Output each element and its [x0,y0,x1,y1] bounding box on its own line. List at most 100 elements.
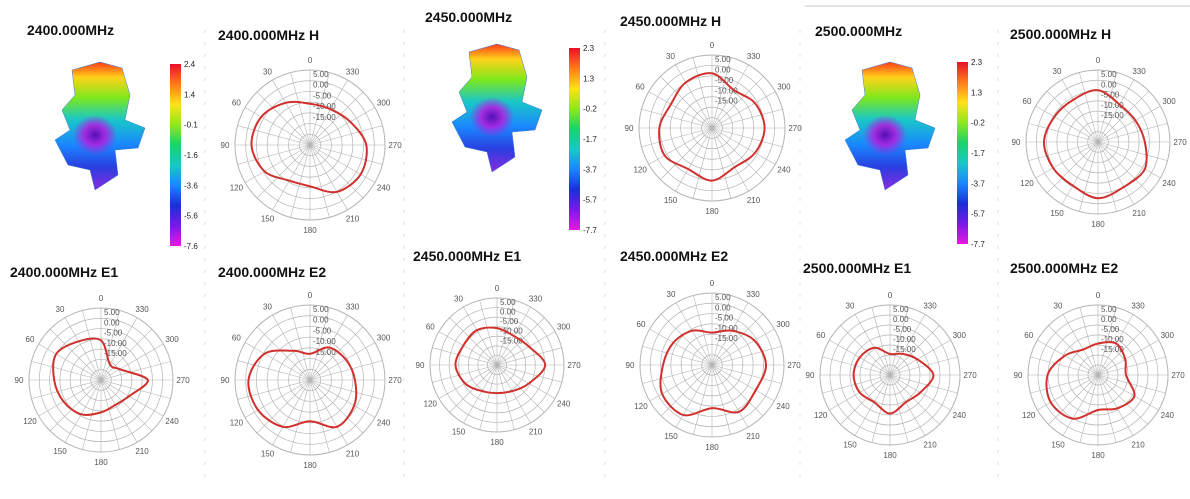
polar-grid-spoke [272,314,311,381]
angle-tick-label: 150 [1051,440,1065,449]
polar-grid-spoke [889,356,958,376]
polar-grid-spoke [449,317,498,366]
polar-grid-spoke [641,127,713,148]
angle-tick-label: 0 [99,294,104,303]
polar-grid-spoke [49,379,102,432]
polar-grid-spoke [309,79,348,146]
polar-grid-spoke [256,379,311,434]
polar-grid-spoke [648,127,713,165]
angle-tick-label: 0 [1096,291,1101,300]
polar-grid-spoke [822,356,891,376]
angle-tick-label: 210 [346,215,360,224]
angle-tick-label: 270 [567,361,581,370]
angle-tick-label: 210 [346,450,360,459]
polar-grid-spoke [1048,325,1099,376]
polar-grid-spoke [100,379,171,399]
angle-tick-label: 210 [747,196,761,205]
radial-tick-label: -5.00 [893,325,912,334]
polar-grid-spoke [1079,374,1099,443]
panel-title: 2500.000MHz E1 [803,260,912,276]
polar-grid-spoke [309,379,364,434]
angle-tick-label: 240 [165,417,179,426]
angle-tick-label: 330 [747,52,761,61]
angle-tick-label: 330 [1131,302,1145,311]
polar-grid-spoke [496,364,556,399]
angle-tick-label: 300 [557,323,571,332]
polar-grid-spoke [711,76,764,129]
angle-tick-label: 210 [135,447,149,456]
polar-grid-spoke [889,339,951,376]
colorbar-tick-label: -5.7 [583,196,597,205]
polar-plot: 03060901201501802102402703003305.000.00-… [221,56,403,235]
angle-tick-label: 30 [263,67,272,76]
polar-grid-spoke [237,379,311,400]
polar-grid-spoke [641,108,713,129]
pattern-series-line [247,346,358,429]
colorbar-tick-label: -7.6 [184,242,198,251]
colorbar-tick-label: -1.7 [971,149,985,158]
polar-grid-spoke [309,379,383,400]
angle-tick-label: 240 [777,166,791,175]
angle-tick-label: 120 [424,400,438,409]
angle-tick-label: 60 [636,83,645,92]
pattern-3d-heatmap: 2.3 1.3 -0.2 -1.7 -3.7 -5.7 -7.7 [844,58,985,249]
polar-grid-spoke [31,361,102,381]
angle-tick-label: 180 [705,207,719,216]
radial-tick-label: -10.00 [715,86,738,95]
panel-title: 2400.000MHz E2 [218,264,327,280]
angle-tick-label: 240 [377,184,391,193]
polar-grid-spoke [38,343,102,381]
polar-grid-spoke [711,364,749,428]
angle-tick-label: 150 [452,428,466,437]
radiation-surface-null [470,97,514,137]
angle-tick-label: 120 [1020,179,1034,188]
colorbar [170,64,181,246]
angle-tick-label: 0 [308,56,313,65]
polar-grid-spoke [309,144,364,199]
radial-tick-label: -10.00 [500,327,523,336]
pattern-series-line [658,72,766,182]
angle-tick-label: 60 [232,334,241,343]
angle-tick-label: 270 [963,371,977,380]
polar-grid-spoke [309,379,348,446]
polar-grid-spoke [1097,374,1134,436]
polar-grid-spoke [711,364,764,417]
angle-tick-label: 0 [888,291,893,300]
angle-tick-label: 150 [843,440,857,449]
angle-tick-label: 210 [1131,440,1145,449]
radial-tick-label: 5.00 [313,70,329,79]
radial-tick-label: -5.00 [104,329,123,338]
polar-grid-spoke [82,310,102,381]
polar-plot: 03060901201501802102402703003305.000.00-… [416,284,582,447]
polar-grid-spoke [660,127,713,180]
pattern-series-line [852,346,935,415]
angle-tick-label: 0 [710,41,715,50]
polar-grid-spoke [660,364,713,417]
polar-grid-spoke [871,307,891,376]
radial-tick-label: 5.00 [104,308,120,317]
polar-grid-spoke [642,364,713,384]
angle-tick-label: 150 [261,215,275,224]
polar-grid-spoke [309,144,330,218]
polar-grid-spoke [496,364,531,424]
angle-tick-label: 180 [303,461,317,470]
angle-tick-label: 270 [176,376,190,385]
angle-tick-label: 240 [776,402,790,411]
colorbar-tick-label: 1.4 [184,90,196,99]
radial-tick-label: -15.00 [313,113,336,122]
polar-grid-spoke [1061,141,1099,205]
colorbar-tick-label: -7.7 [971,240,985,249]
radial-tick-label: -5.00 [500,317,519,326]
angle-tick-label: 210 [529,428,543,437]
angle-tick-label: 30 [454,294,463,303]
polar-grid-spoke [438,364,498,399]
polar-plot: 03060901201501802102402703003305.000.00-… [626,279,802,452]
colorbar-tick-label: -3.7 [583,165,597,174]
angle-tick-label: 120 [634,402,648,411]
radial-tick-label: 5.00 [893,305,909,314]
polar-grid-spoke [1079,72,1099,143]
polar-grid-spoke [1079,141,1099,212]
colorbar-tick-label: -5.6 [184,212,198,221]
panel-title: 2500.000MHz E2 [1010,260,1119,276]
